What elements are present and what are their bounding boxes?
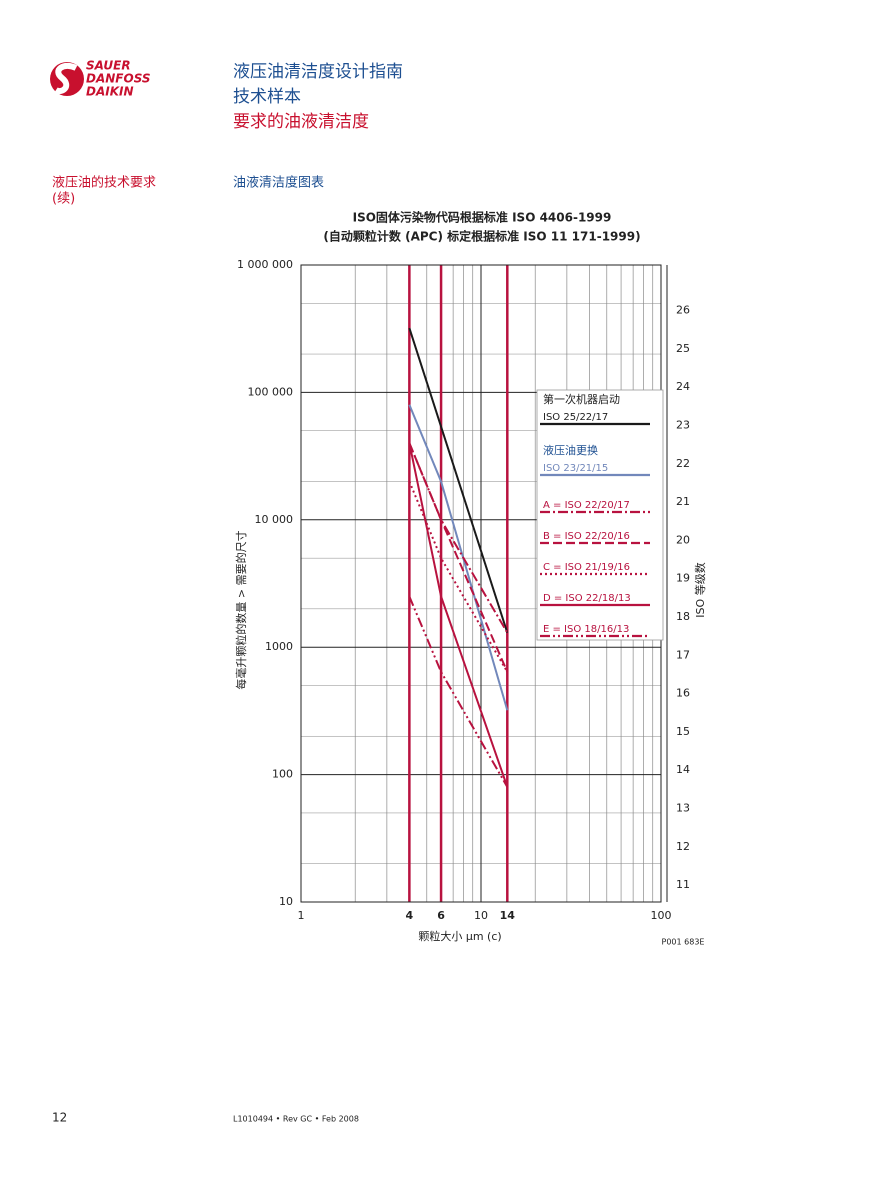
series-line xyxy=(408,481,509,673)
y-tick-label: 10 000 xyxy=(255,513,294,526)
y2-tick-label: 11 xyxy=(676,878,690,891)
section-note: (续) xyxy=(52,192,75,207)
page-number: 12 xyxy=(52,1111,67,1125)
y-tick-label: 100 xyxy=(272,768,293,781)
y2-tick-label: 19 xyxy=(676,572,690,585)
y-axis-label: 每毫升颗粒的数量 > 需要的尺寸 xyxy=(234,530,248,689)
legend-label: C = ISO 21/19/16 xyxy=(543,562,630,573)
y2-axis-label: ISO 等级数 xyxy=(693,562,707,617)
y-tick-label: 100 000 xyxy=(248,385,294,398)
chart-subtitle: (自动颗粒计数 (APC) 标定根据标准 ISO 11 171-1999) xyxy=(323,229,640,244)
x-tick-label: 100 xyxy=(651,909,672,922)
series-line xyxy=(408,327,509,633)
y2-tick-label: 22 xyxy=(676,457,690,470)
title: 技术样本 xyxy=(233,87,301,107)
x-tick-label: 4 xyxy=(406,909,414,922)
x-axis-label: 颗粒大小 μm (c) xyxy=(418,929,501,943)
y2-tick-label: 16 xyxy=(676,687,690,700)
y2-tick-label: 14 xyxy=(676,763,690,776)
y2-tick-label: 20 xyxy=(676,533,690,546)
subtitle: 要求的油液清洁度 xyxy=(233,112,369,132)
logo-text: DANFOSS xyxy=(86,72,151,86)
y2-tick-label: 24 xyxy=(676,380,690,393)
y2-tick-label: 21 xyxy=(676,495,690,508)
legend-group: 液压油更换 xyxy=(543,443,598,457)
legend-label: E = ISO 18/16/13 xyxy=(543,624,629,635)
legend-label: B = ISO 22/20/16 xyxy=(543,531,630,542)
y2-tick-label: 18 xyxy=(676,610,690,623)
legend-box xyxy=(536,389,664,641)
plot xyxy=(300,264,668,903)
legend-label: ISO 25/22/17 xyxy=(543,412,608,423)
y-tick-label: 1000 xyxy=(265,640,293,653)
y2-tick-label: 25 xyxy=(676,342,690,355)
y2-tick-label: 23 xyxy=(676,418,690,431)
logo-text: SAUER xyxy=(86,59,131,73)
title: 液压油清洁度设计指南 xyxy=(233,62,403,82)
y2-tick-label: 17 xyxy=(676,648,690,661)
x-tick-label: 1 xyxy=(298,909,305,922)
x-tick-label: 14 xyxy=(500,909,516,922)
logo-text: DAIKIN xyxy=(86,85,134,99)
y-tick-label: 10 xyxy=(279,895,293,908)
x-tick-label: 6 xyxy=(437,909,445,922)
x-tick-label: 10 xyxy=(474,909,488,922)
legend-label: ISO 23/21/15 xyxy=(543,463,608,474)
chart-heading: 油液清洁度图表 xyxy=(233,175,324,191)
series-line xyxy=(408,442,509,673)
figure-code: P001 683E xyxy=(662,938,705,947)
y2-tick-label: 15 xyxy=(676,725,690,738)
series-line xyxy=(408,596,509,788)
logo-s xyxy=(54,62,78,94)
y2-tick-label: 12 xyxy=(676,840,690,853)
doc-id: L1010494 • Rev GC • Feb 2008 xyxy=(233,1115,359,1124)
logo: SAUER DANFOSS DAIKIN xyxy=(50,59,151,99)
y2-tick-label: 26 xyxy=(676,304,690,317)
section-heading: 液压油的技术要求 xyxy=(52,175,156,191)
legend-group: 第一次机器启动 xyxy=(543,392,620,406)
legend-label: D = ISO 22/18/13 xyxy=(543,593,631,604)
chart-title: ISO固体污染物代码根据标准 ISO 4406-1999 xyxy=(353,210,612,225)
series-line xyxy=(408,442,509,788)
y-tick-label: 1 000 000 xyxy=(237,258,293,271)
legend-label: A = ISO 22/20/17 xyxy=(543,500,630,511)
y2-tick-label: 13 xyxy=(676,802,690,815)
